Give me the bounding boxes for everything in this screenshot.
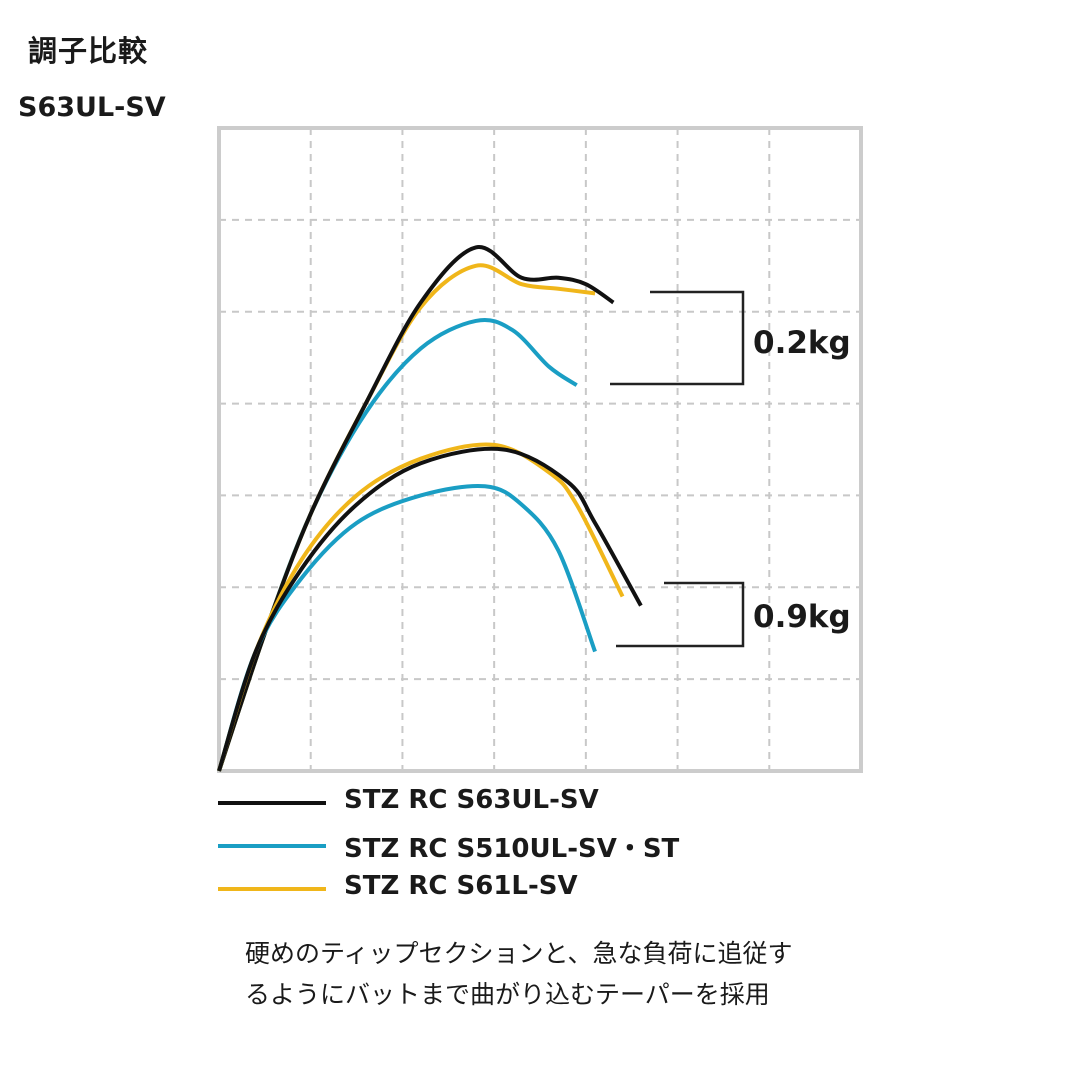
load-bracket <box>664 581 745 648</box>
page-title: 調子比較 <box>28 34 149 68</box>
series-line <box>217 245 615 772</box>
description-line: るようにバットまで曲がり込むテーパーを採用 <box>245 980 770 1009</box>
load-bracket <box>650 290 745 386</box>
legend-swatch-yellow <box>218 887 326 891</box>
chart-legend: STZ RC S63UL-SV STZ RC S510UL-SV・ST STZ … <box>218 785 738 914</box>
description-text: 硬めのティップセクションと、急な負荷に追従す るようにバットまで曲がり込むテーパ… <box>245 933 885 1015</box>
chart-grid <box>219 128 861 771</box>
chart-frame <box>217 126 863 773</box>
bend-comparison-chart: 0.2kg 0.9kg <box>217 126 863 773</box>
series-line <box>217 446 643 772</box>
description-line: 硬めのティップセクションと、急な負荷に追従す <box>245 939 793 968</box>
load-label: 0.2kg <box>753 325 851 361</box>
legend-item: STZ RC S61L-SV <box>218 871 738 914</box>
model-subtitle: S63UL-SV <box>18 92 166 123</box>
load-label: 0.9kg <box>753 599 851 635</box>
legend-swatch-black <box>218 801 326 805</box>
legend-item: STZ RC S510UL-SV・ST <box>218 828 738 871</box>
legend-label: STZ RC S63UL-SV <box>344 785 599 815</box>
series-line <box>217 317 578 772</box>
legend-label: STZ RC S61L-SV <box>344 871 578 901</box>
chart-series <box>217 245 643 772</box>
legend-item: STZ RC S63UL-SV <box>218 785 738 828</box>
legend-swatch-blue <box>218 844 326 848</box>
chart-annotations: 0.2kg 0.9kg <box>610 290 851 648</box>
legend-label: STZ RC S510UL-SV・ST <box>344 834 680 864</box>
series-line <box>217 483 597 772</box>
